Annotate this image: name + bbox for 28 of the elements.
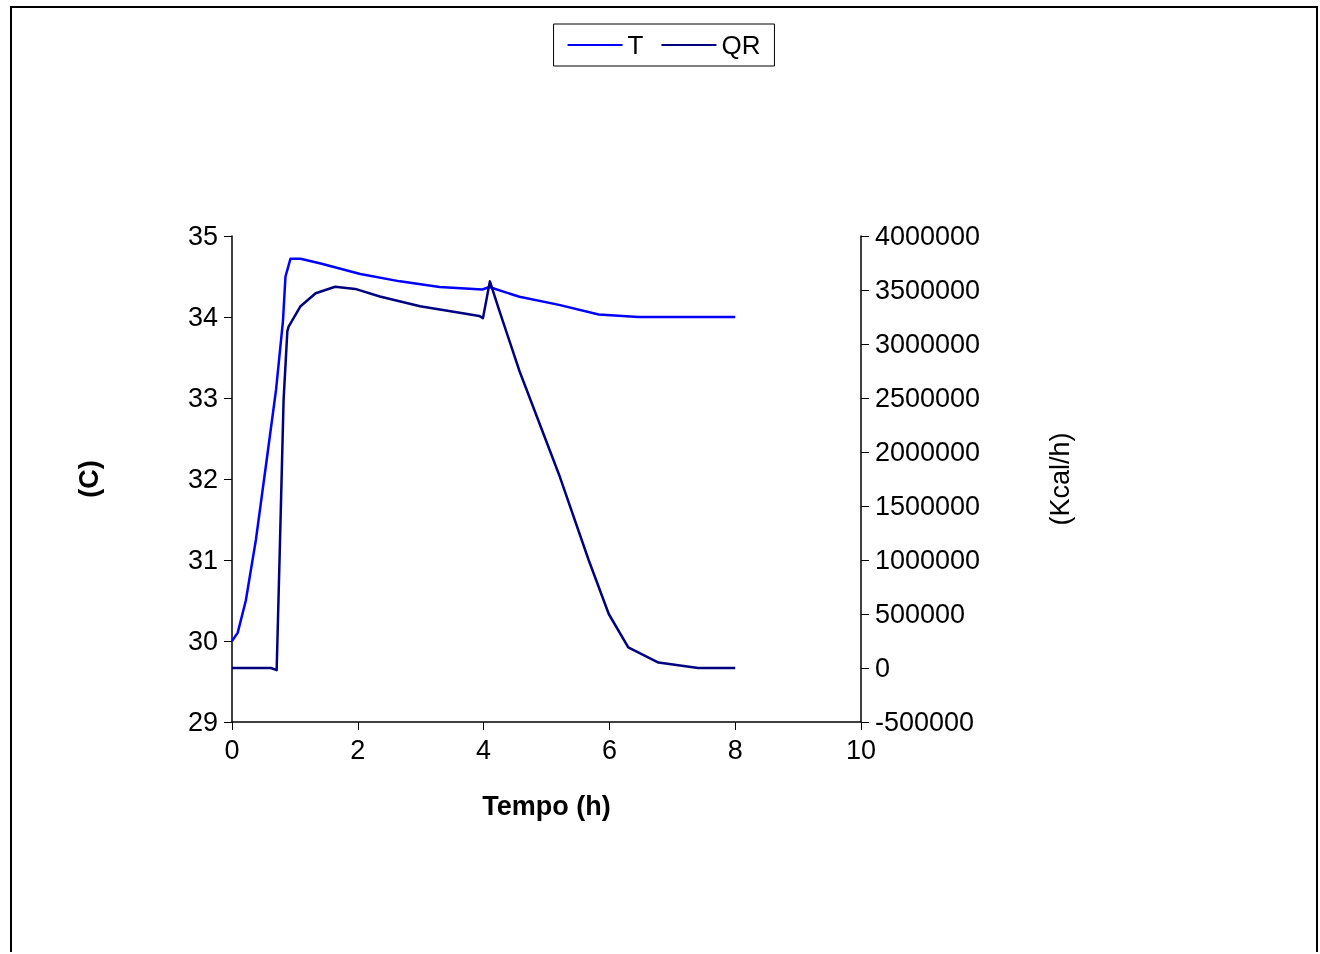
- y-tick-label: 29: [187, 707, 218, 737]
- y-tick-label: 30: [187, 626, 218, 656]
- y-tick-label: 32: [187, 464, 218, 494]
- y-axis-title: (C): [73, 460, 104, 498]
- x-tick-label: 6: [601, 734, 617, 765]
- legend-label: QR: [721, 30, 761, 60]
- y2-tick-label: 0: [875, 653, 891, 683]
- y2-tick-label: 2500000: [875, 383, 981, 413]
- y-tick-label: 33: [187, 383, 218, 413]
- y2-axis-title: (Kcal/h): [1044, 432, 1075, 526]
- legend-label: T: [627, 30, 644, 60]
- x-tick-label: 8: [727, 734, 743, 765]
- y2-tick-label: 2000000: [875, 437, 981, 467]
- y2-tick-label: 4000000: [875, 221, 981, 251]
- y-tick-label: 31: [187, 545, 218, 575]
- x-tick-label: 4: [476, 734, 492, 765]
- y2-tick-label: 500000: [875, 599, 966, 629]
- y2-tick-label: 3000000: [875, 329, 981, 359]
- y-tick-label: 35: [187, 221, 218, 251]
- x-tick-label: 2: [350, 734, 366, 765]
- y-tick-label: 34: [187, 302, 218, 332]
- x-tick-label: 0: [224, 734, 240, 765]
- x-axis-title: Tempo (h): [482, 790, 611, 821]
- y2-tick-label: 1000000: [875, 545, 981, 575]
- y2-tick-label: -500000: [875, 707, 975, 737]
- y2-tick-label: 1500000: [875, 491, 981, 521]
- x-tick-label: 10: [845, 734, 877, 765]
- y2-tick-label: 3500000: [875, 275, 981, 305]
